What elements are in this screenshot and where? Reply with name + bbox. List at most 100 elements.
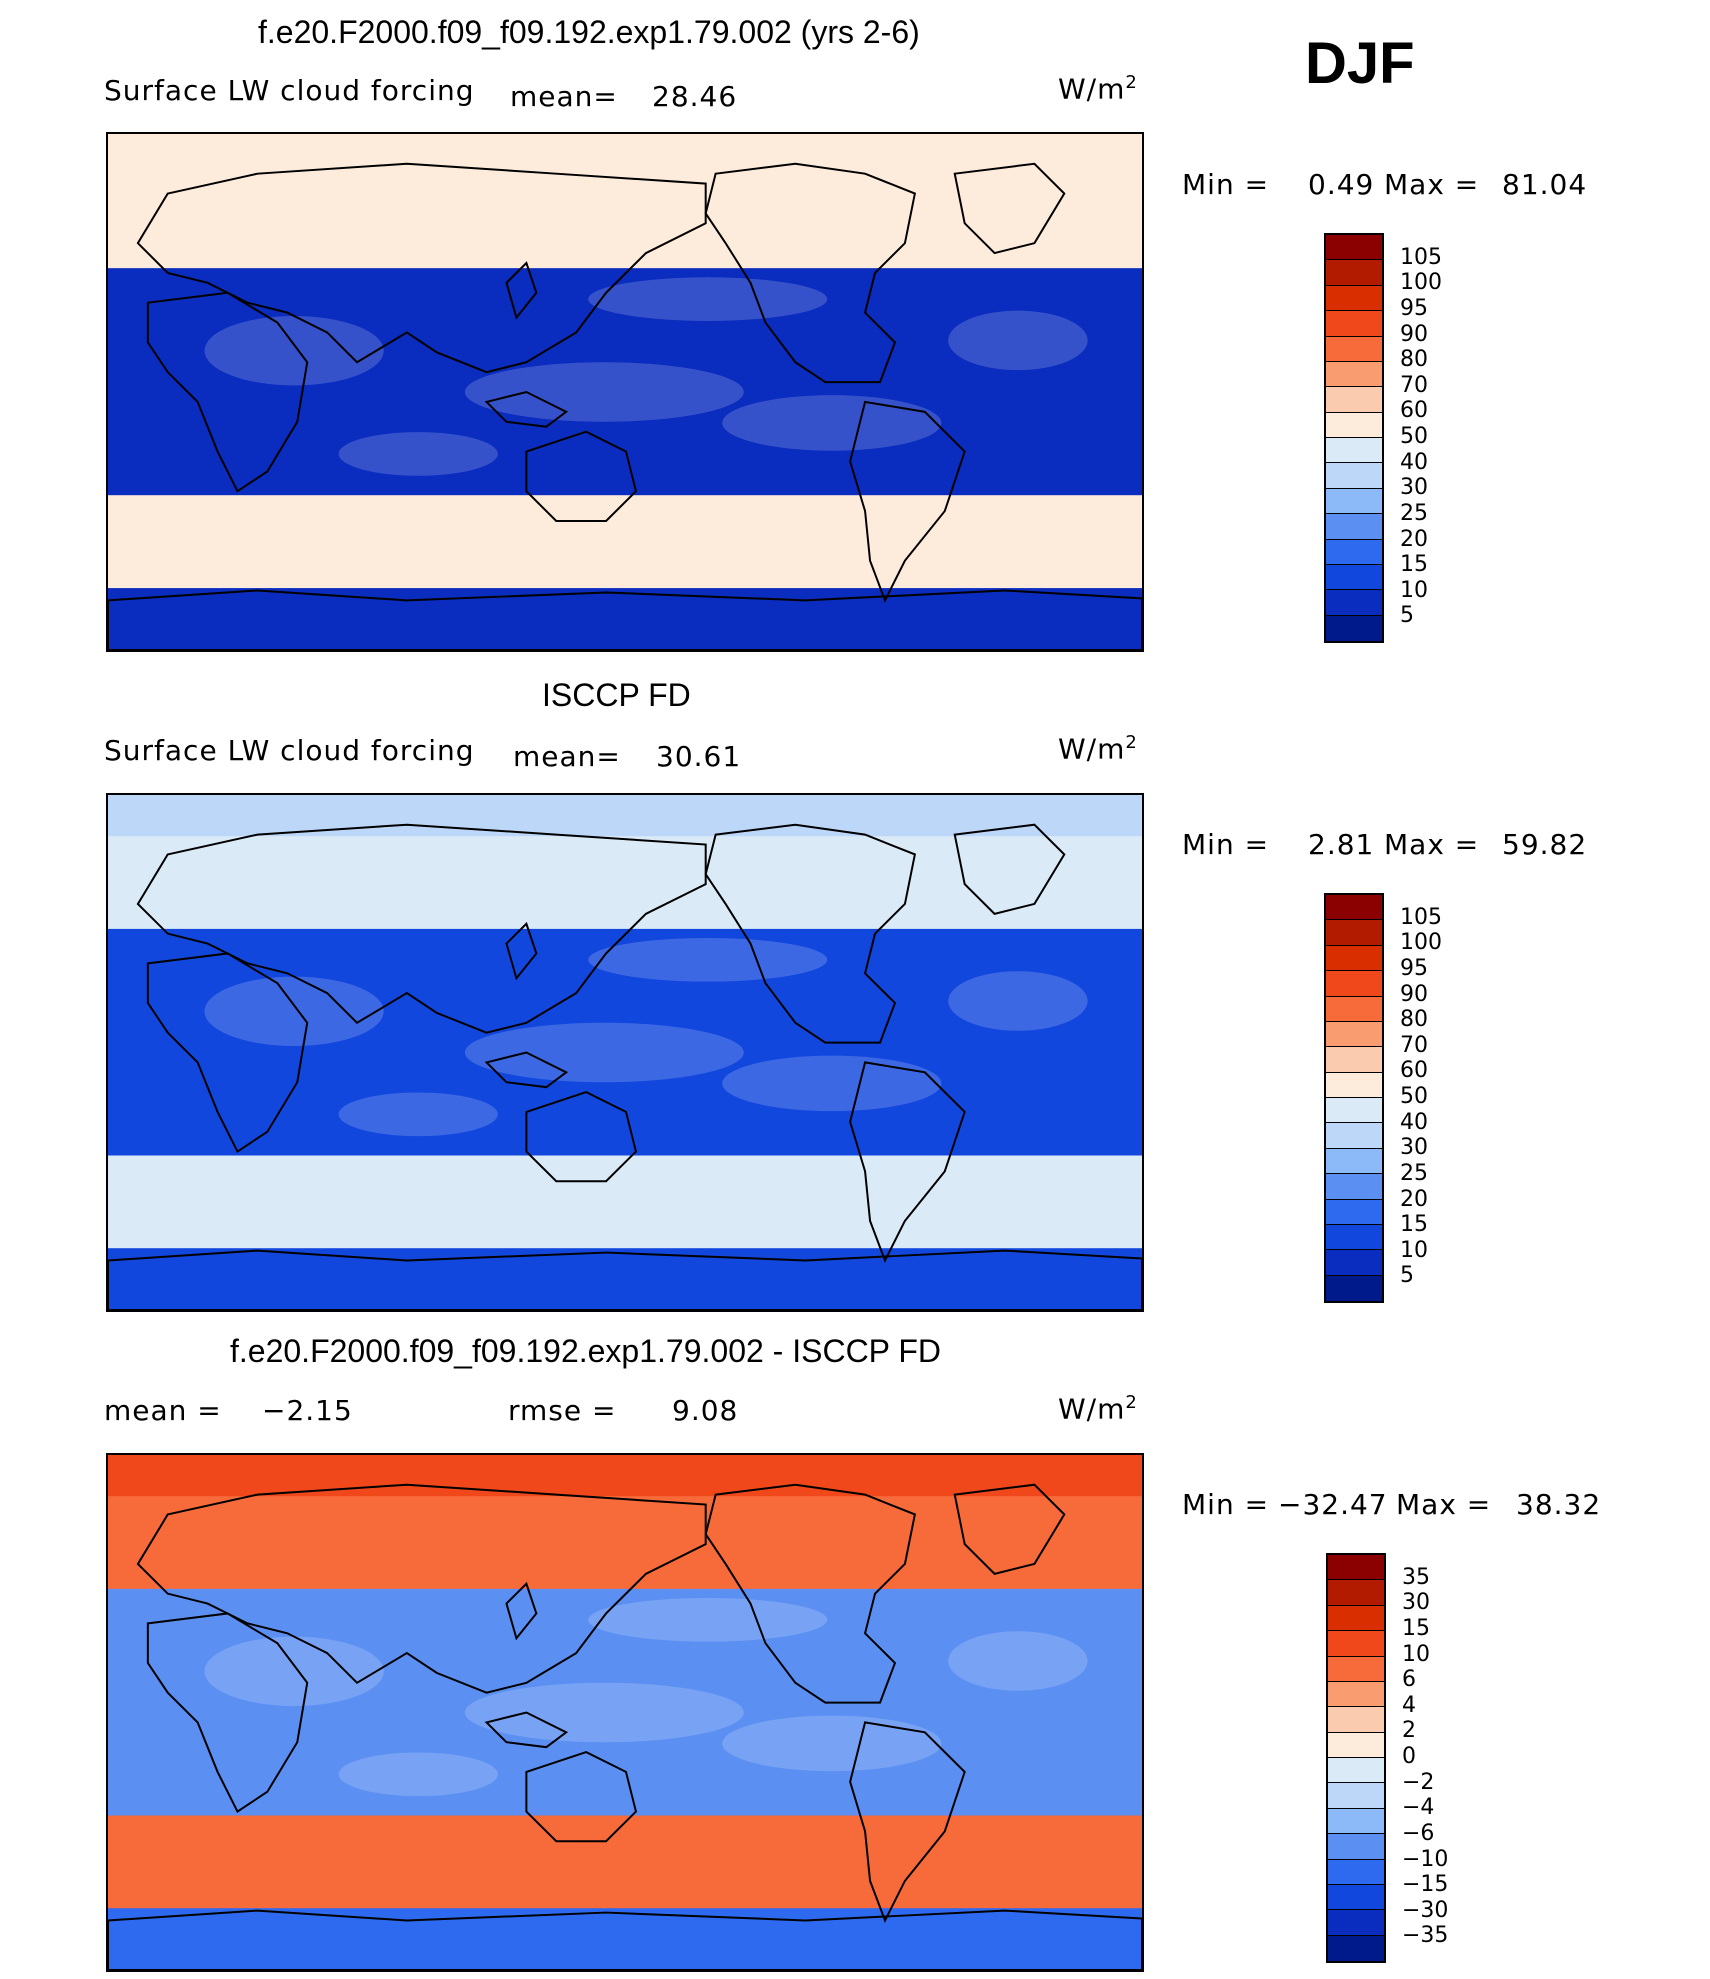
colorbar-segment bbox=[1328, 1758, 1384, 1784]
units-label: W/m2 bbox=[1058, 732, 1138, 766]
colorbar-segment bbox=[1326, 361, 1382, 388]
colorbar-tick-label: 15 bbox=[1402, 1615, 1430, 1641]
rmse-value: 9.08 bbox=[672, 1394, 739, 1427]
field-feature bbox=[722, 1715, 942, 1772]
colorbar-tick-label: 15 bbox=[1400, 1212, 1428, 1238]
coastline bbox=[505, 261, 538, 320]
colorbar-tick-label: 40 bbox=[1400, 1109, 1428, 1135]
min-value: 2.81 bbox=[1308, 828, 1375, 861]
colorbar-tick-label: 5 bbox=[1400, 603, 1414, 629]
field-band bbox=[108, 588, 1142, 650]
rmse-label: rmse = bbox=[508, 1394, 617, 1427]
coastline bbox=[525, 1751, 638, 1843]
colorbar-tick-label: 70 bbox=[1400, 1032, 1428, 1058]
colorbar bbox=[1324, 233, 1384, 643]
colorbar-tick-label: 60 bbox=[1400, 1058, 1428, 1084]
colorbar-tick-label: 90 bbox=[1400, 321, 1428, 347]
colorbar-segment bbox=[1326, 996, 1382, 1022]
colorbar-tick-label: 95 bbox=[1400, 955, 1428, 981]
colorbar-tick-label: −35 bbox=[1402, 1923, 1449, 1949]
coastline bbox=[849, 1721, 966, 1923]
colorbar-segment bbox=[1326, 971, 1382, 997]
colorbar-segment bbox=[1328, 1681, 1384, 1708]
field-feature bbox=[948, 310, 1088, 371]
min-label: Min = bbox=[1182, 1488, 1270, 1521]
field-band bbox=[108, 1455, 1142, 1498]
colorbar-segment bbox=[1326, 438, 1382, 464]
colorbar-segment bbox=[1326, 285, 1382, 312]
field-feature bbox=[204, 976, 384, 1047]
map-field bbox=[108, 134, 1142, 650]
colorbar-segment bbox=[1326, 387, 1382, 413]
field-feature bbox=[722, 395, 942, 451]
colorbar-segment bbox=[1328, 1732, 1384, 1758]
colorbar-segment bbox=[1326, 590, 1382, 616]
colorbar-segment bbox=[1326, 1224, 1382, 1251]
min-value: 0.49 bbox=[1308, 168, 1375, 201]
colorbar-segment bbox=[1326, 539, 1382, 565]
colorbar-tick-label: 30 bbox=[1400, 475, 1428, 501]
colorbar-segment bbox=[1326, 920, 1382, 946]
colorbar-segment bbox=[1326, 1123, 1382, 1149]
mean-value: −2.15 bbox=[262, 1394, 353, 1427]
field-feature bbox=[948, 1631, 1088, 1691]
colorbar-tick-label: −4 bbox=[1402, 1795, 1435, 1821]
colorbar-tick-label: 100 bbox=[1400, 930, 1442, 956]
colorbar-tick-label: 95 bbox=[1400, 295, 1428, 321]
field-feature bbox=[338, 1752, 498, 1797]
coastline bbox=[484, 390, 569, 428]
colorbar-tick-label: −2 bbox=[1402, 1769, 1435, 1795]
max-label: Max = bbox=[1384, 828, 1480, 861]
colorbar bbox=[1326, 1553, 1386, 1963]
field-feature bbox=[588, 1597, 828, 1642]
colorbar-tick-label: 40 bbox=[1400, 449, 1428, 475]
mean-value: 28.46 bbox=[652, 80, 738, 113]
field-feature bbox=[722, 1055, 942, 1112]
coastline bbox=[953, 1483, 1066, 1575]
colorbar-tick-label: 10 bbox=[1400, 1237, 1428, 1263]
field-band bbox=[108, 1496, 1142, 1590]
colorbar-segment bbox=[1328, 1631, 1384, 1657]
colorbar bbox=[1324, 893, 1384, 1303]
colorbar-tick-label: 0 bbox=[1402, 1744, 1416, 1769]
coastline bbox=[108, 589, 1142, 650]
colorbar-tick-label: 50 bbox=[1400, 424, 1428, 449]
field-feature bbox=[464, 1682, 744, 1743]
field-feature bbox=[948, 971, 1088, 1031]
colorbar-tick-label: 80 bbox=[1400, 347, 1428, 373]
colorbar-tick-label: 90 bbox=[1400, 981, 1428, 1007]
max-value: 81.04 bbox=[1502, 168, 1588, 201]
coastline bbox=[484, 1711, 569, 1749]
colorbar-tick-label: 6 bbox=[1402, 1667, 1416, 1693]
coastline bbox=[849, 400, 966, 603]
colorbar-segment bbox=[1326, 260, 1382, 286]
colorbar-segment bbox=[1326, 514, 1382, 540]
field-band bbox=[108, 836, 1142, 930]
colorbar-segment bbox=[1328, 1834, 1384, 1860]
field-band bbox=[108, 1815, 1142, 1910]
colorbar-tick-label: 80 bbox=[1400, 1007, 1428, 1033]
colorbar-segment bbox=[1326, 1250, 1382, 1276]
colorbar-tick-label: 30 bbox=[1402, 1590, 1430, 1616]
field-feature bbox=[338, 432, 498, 476]
colorbar-segment bbox=[1326, 1072, 1382, 1098]
coastline bbox=[525, 1091, 638, 1183]
field-band bbox=[108, 928, 1142, 1157]
coastline bbox=[953, 823, 1066, 915]
field-band bbox=[108, 268, 1142, 497]
mean-value: 30.61 bbox=[656, 740, 742, 773]
colorbar-tick-label: 20 bbox=[1400, 1186, 1428, 1212]
map-field bbox=[108, 1455, 1142, 1970]
coastline bbox=[484, 1051, 569, 1089]
colorbar-tick-label: 15 bbox=[1400, 552, 1428, 578]
colorbar-tick-label: −30 bbox=[1402, 1897, 1449, 1923]
panel-title: ISCCP FD bbox=[542, 677, 691, 713]
field-feature bbox=[464, 362, 744, 422]
season-label: DJF bbox=[1305, 31, 1415, 96]
colorbar-tick-label: 2 bbox=[1402, 1718, 1416, 1744]
coastline bbox=[704, 1483, 917, 1704]
field-band bbox=[108, 175, 1142, 270]
colorbar-segment bbox=[1328, 1808, 1384, 1835]
colorbar-segment bbox=[1326, 311, 1382, 337]
colorbar-tick-label: −6 bbox=[1402, 1820, 1435, 1846]
